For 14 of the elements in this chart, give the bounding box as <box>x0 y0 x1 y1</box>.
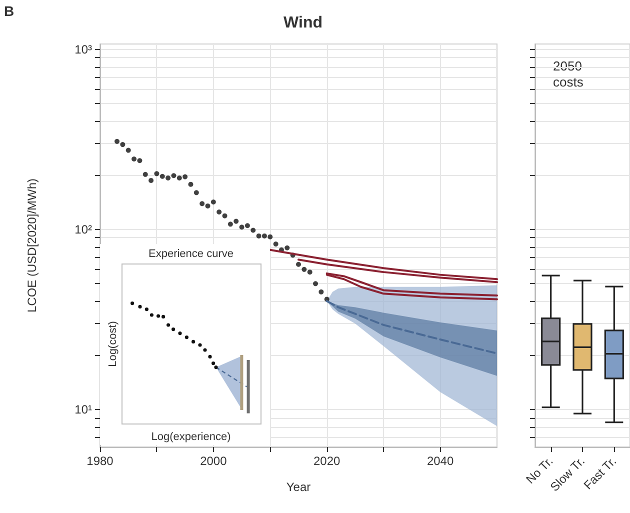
x-tick-label: 2000 <box>200 454 228 468</box>
x-tick-label: 2040 <box>426 454 454 468</box>
annotation: Experience curve <box>148 248 234 260</box>
chart-title: Wind <box>284 14 322 32</box>
annotation: Log(experience) <box>151 431 231 443</box>
text: B <box>4 3 14 19</box>
x-axis-title: Year <box>286 480 311 494</box>
annotation: Log(cost) <box>107 321 119 367</box>
x-tick-label: 2020 <box>314 454 341 468</box>
y-tick-label: 10² <box>74 222 92 236</box>
x-tick-label: 1980 <box>86 454 114 468</box>
y-tick-label: 10¹ <box>74 402 92 417</box>
y-tick-label: 10³ <box>74 42 92 56</box>
y-axis-title: LCOE (USD[2020]/MWh) <box>25 178 39 313</box>
